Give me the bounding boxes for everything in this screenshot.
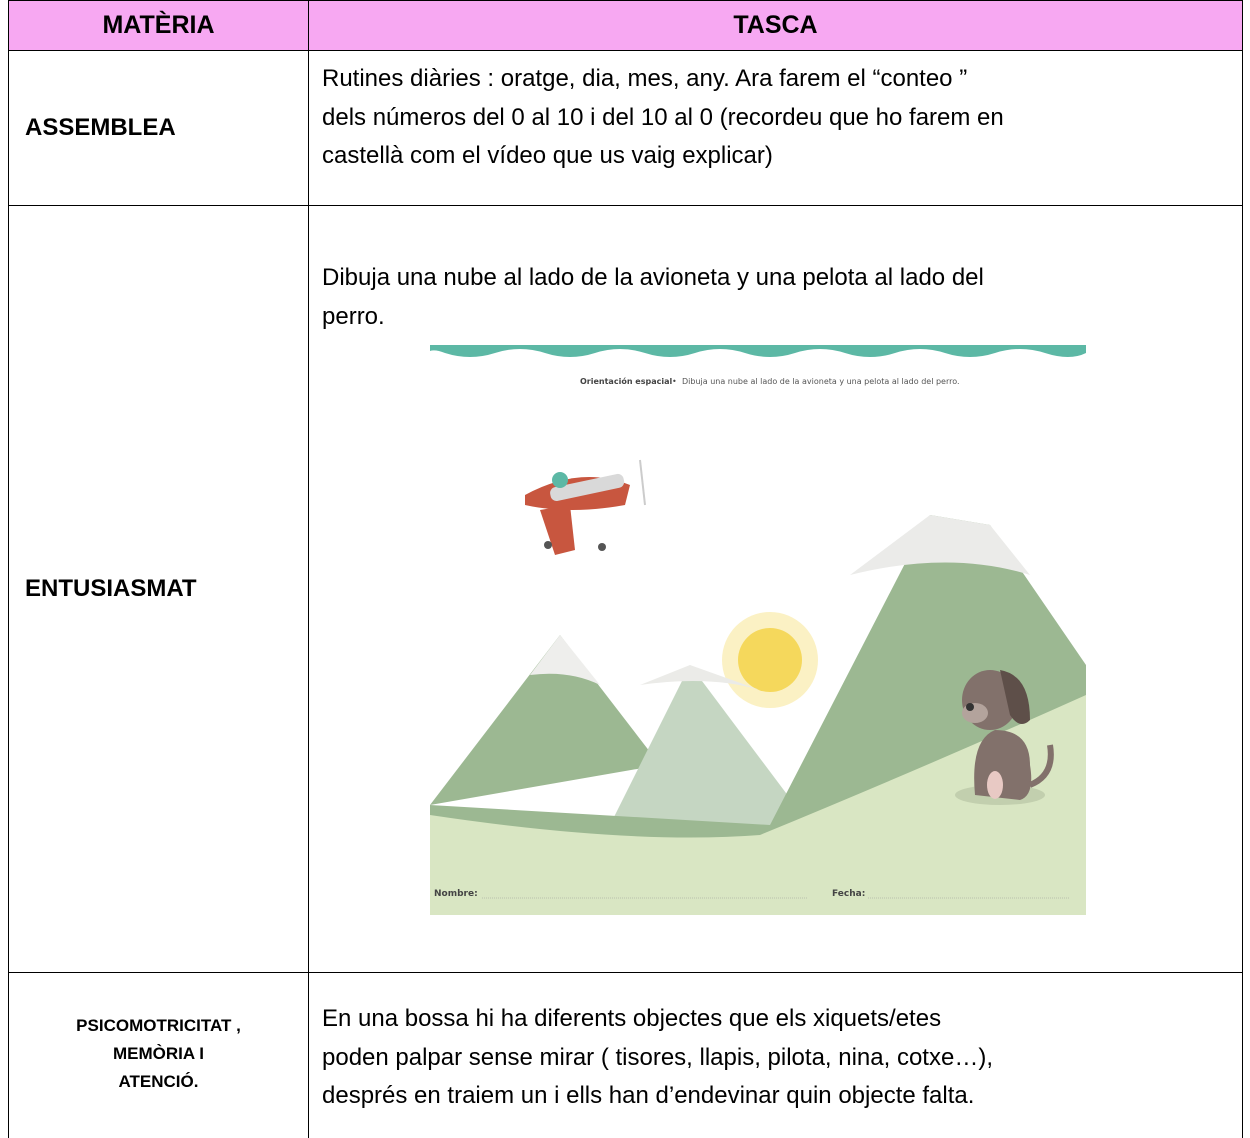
name-label: Nombre: [434, 889, 478, 899]
worksheet-instruction: Dibuja una nube al lado de la avioneta y… [682, 377, 960, 386]
border [8, 972, 1243, 973]
dog [955, 670, 1054, 805]
plane [525, 459, 646, 555]
subject: ENTUSIASMAT [25, 575, 197, 602]
border [8, 0, 1243, 1]
task-line: dels números del 0 al 10 i del 10 al 0 (… [322, 103, 1004, 131]
border [1242, 0, 1243, 1138]
subject-line: ATENCIÓ. [118, 1072, 199, 1091]
header-cell: MATÈRIA [9, 1, 308, 50]
border [308, 0, 309, 1138]
task-line: després en traiem un i ells han d’endevi… [322, 1082, 975, 1109]
task: En una bossa hi ha diferents objectes qu… [322, 1000, 993, 1116]
task-line: En una bossa hi ha diferents objectes qu… [322, 1005, 942, 1032]
border [8, 0, 9, 1138]
subject: ASSEMBLEA [25, 114, 176, 141]
subject: PSICOMOTRICITAT , MEMÒRIA I ATENCIÓ. [9, 1012, 308, 1096]
header-cell: TASCA [309, 1, 1242, 50]
border [8, 50, 1243, 51]
worksheet-separator: • [672, 377, 677, 386]
task-line: perro. [322, 302, 385, 330]
border [8, 205, 1243, 206]
task-line: Dibuja una nube al lado de la avioneta y… [322, 264, 984, 291]
task-line: Rutines diàries : oratge, dia, mes, any.… [322, 65, 968, 92]
worksheet-image: Orientación espacial • Dibuja una nube a… [430, 345, 1086, 915]
date-label: Fecha: [832, 889, 865, 899]
task: Rutines diàries : oratge, dia, mes, any.… [322, 60, 1004, 176]
worksheet-heading: Orientación espacial [580, 376, 672, 386]
task-line: castellà com el vídeo que us vaig explic… [322, 142, 773, 169]
task: Dibuja una nube al lado de la avioneta y… [322, 259, 984, 336]
subject-line: PSICOMOTRICITAT , [76, 1016, 241, 1035]
subject-line: MEMÒRIA I [113, 1044, 204, 1063]
task-line: poden palpar sense mirar ( tisores, llap… [322, 1043, 993, 1071]
